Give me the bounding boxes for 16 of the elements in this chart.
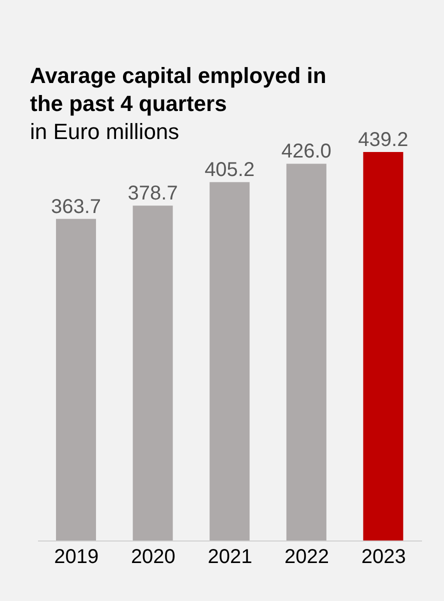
bar <box>132 206 173 541</box>
data-label: 405.2 <box>204 159 255 182</box>
data-label: 426.0 <box>281 140 332 163</box>
bar <box>286 164 326 541</box>
x-tick-label: 2019 <box>54 546 99 568</box>
x-tick-label: 2022 <box>284 546 330 568</box>
bar <box>56 218 96 541</box>
data-label: 378.7 <box>128 182 178 205</box>
data-label: 363.7 <box>50 196 102 218</box>
x-tick-label: 2020 <box>130 546 176 568</box>
bar <box>210 182 250 541</box>
bar <box>363 152 404 541</box>
data-label: 439.2 <box>358 129 408 151</box>
x-tick-label: 2021 <box>208 546 252 568</box>
x-tick-label: 2023 <box>361 546 406 568</box>
chart-subtitle: in Euro millions <box>30 119 180 144</box>
